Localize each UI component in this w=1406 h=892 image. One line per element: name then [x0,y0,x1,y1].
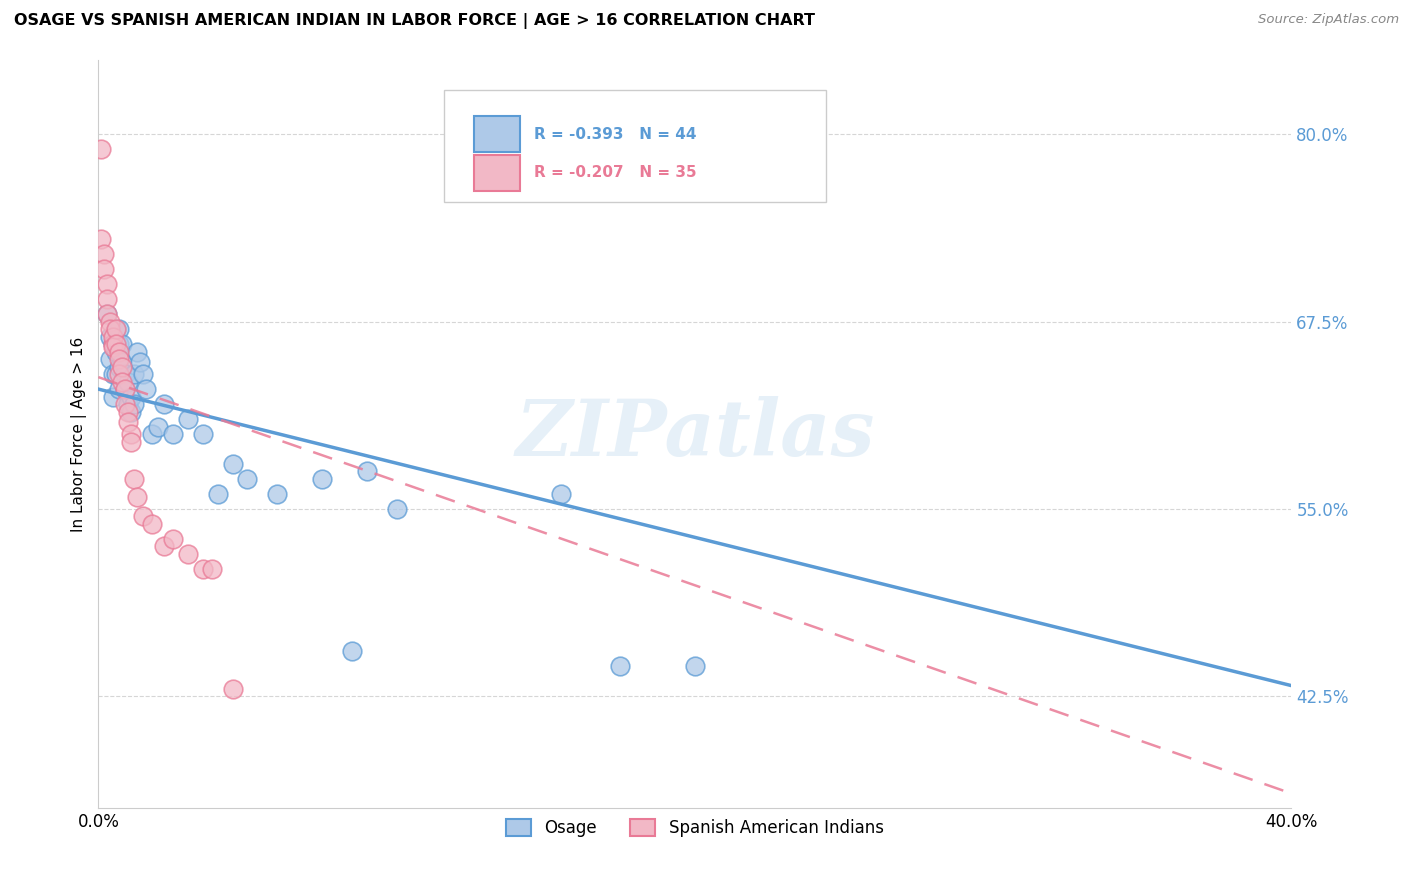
Point [98,322,121,336]
Point [141,427,163,442]
Point [117,397,139,411]
Point [103,337,125,351]
Point [114,367,136,381]
Point [120,404,142,418]
Point [96,277,118,292]
FancyBboxPatch shape [474,155,520,191]
Point [132,367,155,381]
Point [127,344,149,359]
Point [111,375,134,389]
Point [111,359,134,374]
Text: ZIPatlas: ZIPatlas [515,396,875,472]
Point [162,532,184,546]
Point [93,247,115,261]
Point [221,457,243,471]
Point [550,487,572,501]
Legend: Osage, Spanish American Indians: Osage, Spanish American Indians [498,810,891,845]
Point [153,397,176,411]
FancyBboxPatch shape [474,116,520,152]
Point [98,329,121,343]
Point [122,397,145,411]
Point [201,562,224,576]
Point [117,404,139,418]
Point [117,375,139,389]
Point [122,367,145,381]
Point [105,322,128,336]
Point [129,355,152,369]
Point [108,359,131,374]
Text: R = -0.207   N = 35: R = -0.207 N = 35 [534,166,696,180]
Point [117,415,139,429]
Point [96,307,118,321]
Point [103,329,125,343]
Point [135,382,157,396]
Point [191,562,214,576]
Point [122,472,145,486]
Point [311,472,333,486]
Point [105,337,128,351]
Point [177,547,200,561]
Point [90,232,112,246]
Point [98,352,121,367]
Point [132,509,155,524]
Text: OSAGE VS SPANISH AMERICAN INDIAN IN LABOR FORCE | AGE > 16 CORRELATION CHART: OSAGE VS SPANISH AMERICAN INDIAN IN LABO… [14,13,815,29]
FancyBboxPatch shape [444,89,827,202]
Point [191,427,214,442]
Point [162,427,184,442]
Point [207,487,229,501]
Point [146,419,169,434]
Point [236,472,259,486]
Point [221,681,243,696]
Point [105,322,128,336]
Point [114,382,136,396]
Y-axis label: In Labor Force | Age > 16: In Labor Force | Age > 16 [72,336,87,532]
Point [127,490,149,504]
Point [103,390,125,404]
Point [108,352,131,367]
Point [609,659,631,673]
Point [103,337,125,351]
Point [103,340,125,354]
Point [111,355,134,369]
Point [108,322,131,336]
Point [98,315,121,329]
Point [266,487,288,501]
Text: Source: ZipAtlas.com: Source: ZipAtlas.com [1258,13,1399,27]
Point [90,143,112,157]
Point [114,397,136,411]
Point [114,382,136,396]
Point [105,344,128,359]
Point [108,344,131,359]
Point [356,465,378,479]
Point [120,427,142,442]
Point [683,659,706,673]
Point [120,390,142,404]
Text: R = -0.393   N = 44: R = -0.393 N = 44 [534,127,696,142]
Point [105,367,128,381]
Point [177,412,200,426]
Point [385,502,408,516]
Point [103,367,125,381]
Point [108,382,131,396]
Point [96,292,118,306]
Point [340,644,363,658]
Point [108,337,131,351]
Point [108,367,131,381]
Point [96,307,118,321]
Point [93,262,115,277]
Point [120,434,142,449]
Point [111,337,134,351]
Point [141,516,163,531]
Point [153,539,176,553]
